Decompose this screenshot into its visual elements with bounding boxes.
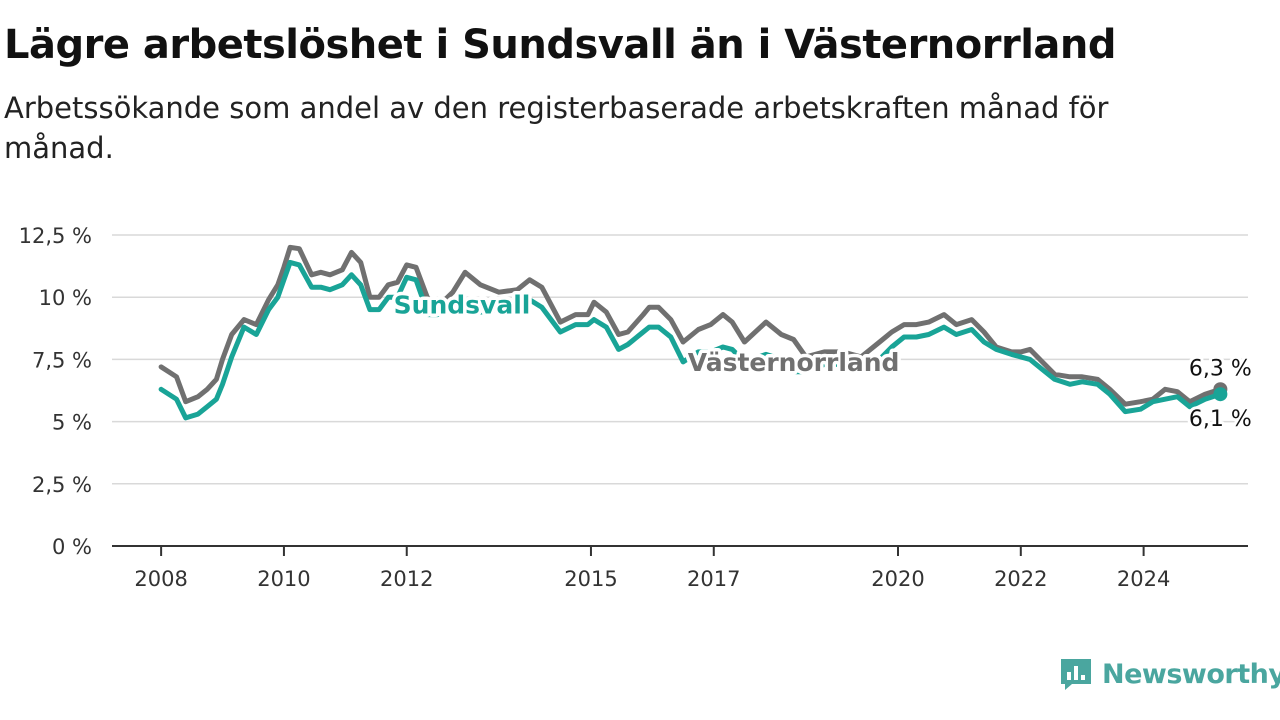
y-tick-label: 5 % <box>52 411 92 435</box>
y-tick-label: 0 % <box>52 535 92 559</box>
series-label-sundsvall: Sundsvall <box>394 291 531 320</box>
x-tick-label: 2008 <box>134 567 187 591</box>
y-tick-label: 7,5 % <box>32 348 92 372</box>
series-line-västernorrland <box>158 244 1223 407</box>
x-tick-label: 2010 <box>257 567 310 591</box>
y-tick-label: 2,5 % <box>32 473 92 497</box>
series-line-sundsvall <box>158 259 1223 421</box>
newsworthy-logo-icon <box>1061 659 1091 690</box>
series-label-västernorrland: Västernorrland <box>688 348 900 377</box>
series-labels: Västernorrland Sundsvall 6,3 % 6,1 % <box>390 287 1255 435</box>
series-end-marker <box>1213 387 1228 402</box>
x-tick-label: 2017 <box>687 567 740 591</box>
chart-subtitle: Arbetssökande som andel av den registerb… <box>4 91 1109 165</box>
y-tick-label: 10 % <box>39 286 92 310</box>
brand-name: Newsworthy <box>1102 658 1280 690</box>
gridlines <box>112 234 1248 485</box>
x-axis: 2008 2010 2012 2015 2017 2020 2022 2024 <box>112 545 1248 591</box>
y-axis: 0 % 2,5 % 5 % 7,5 % 10 % 12,5 % <box>19 224 92 559</box>
x-tick-label: 2012 <box>380 567 433 591</box>
y-tick-label: 12,5 % <box>19 224 92 248</box>
x-tick-label: 2015 <box>564 567 617 591</box>
end-value-label: 6,3 % <box>1189 356 1252 381</box>
chart-title: Lägre arbetslöshet i Sundsvall än i Väst… <box>4 22 1117 68</box>
end-value-label: 6,1 % <box>1189 407 1252 432</box>
x-tick-label: 2024 <box>1117 567 1170 591</box>
x-tick-label: 2020 <box>871 567 924 591</box>
x-tick-label: 2022 <box>994 567 1047 591</box>
series-lines <box>158 244 1228 421</box>
newsworthy-brand: Newsworthy <box>1058 654 1280 694</box>
